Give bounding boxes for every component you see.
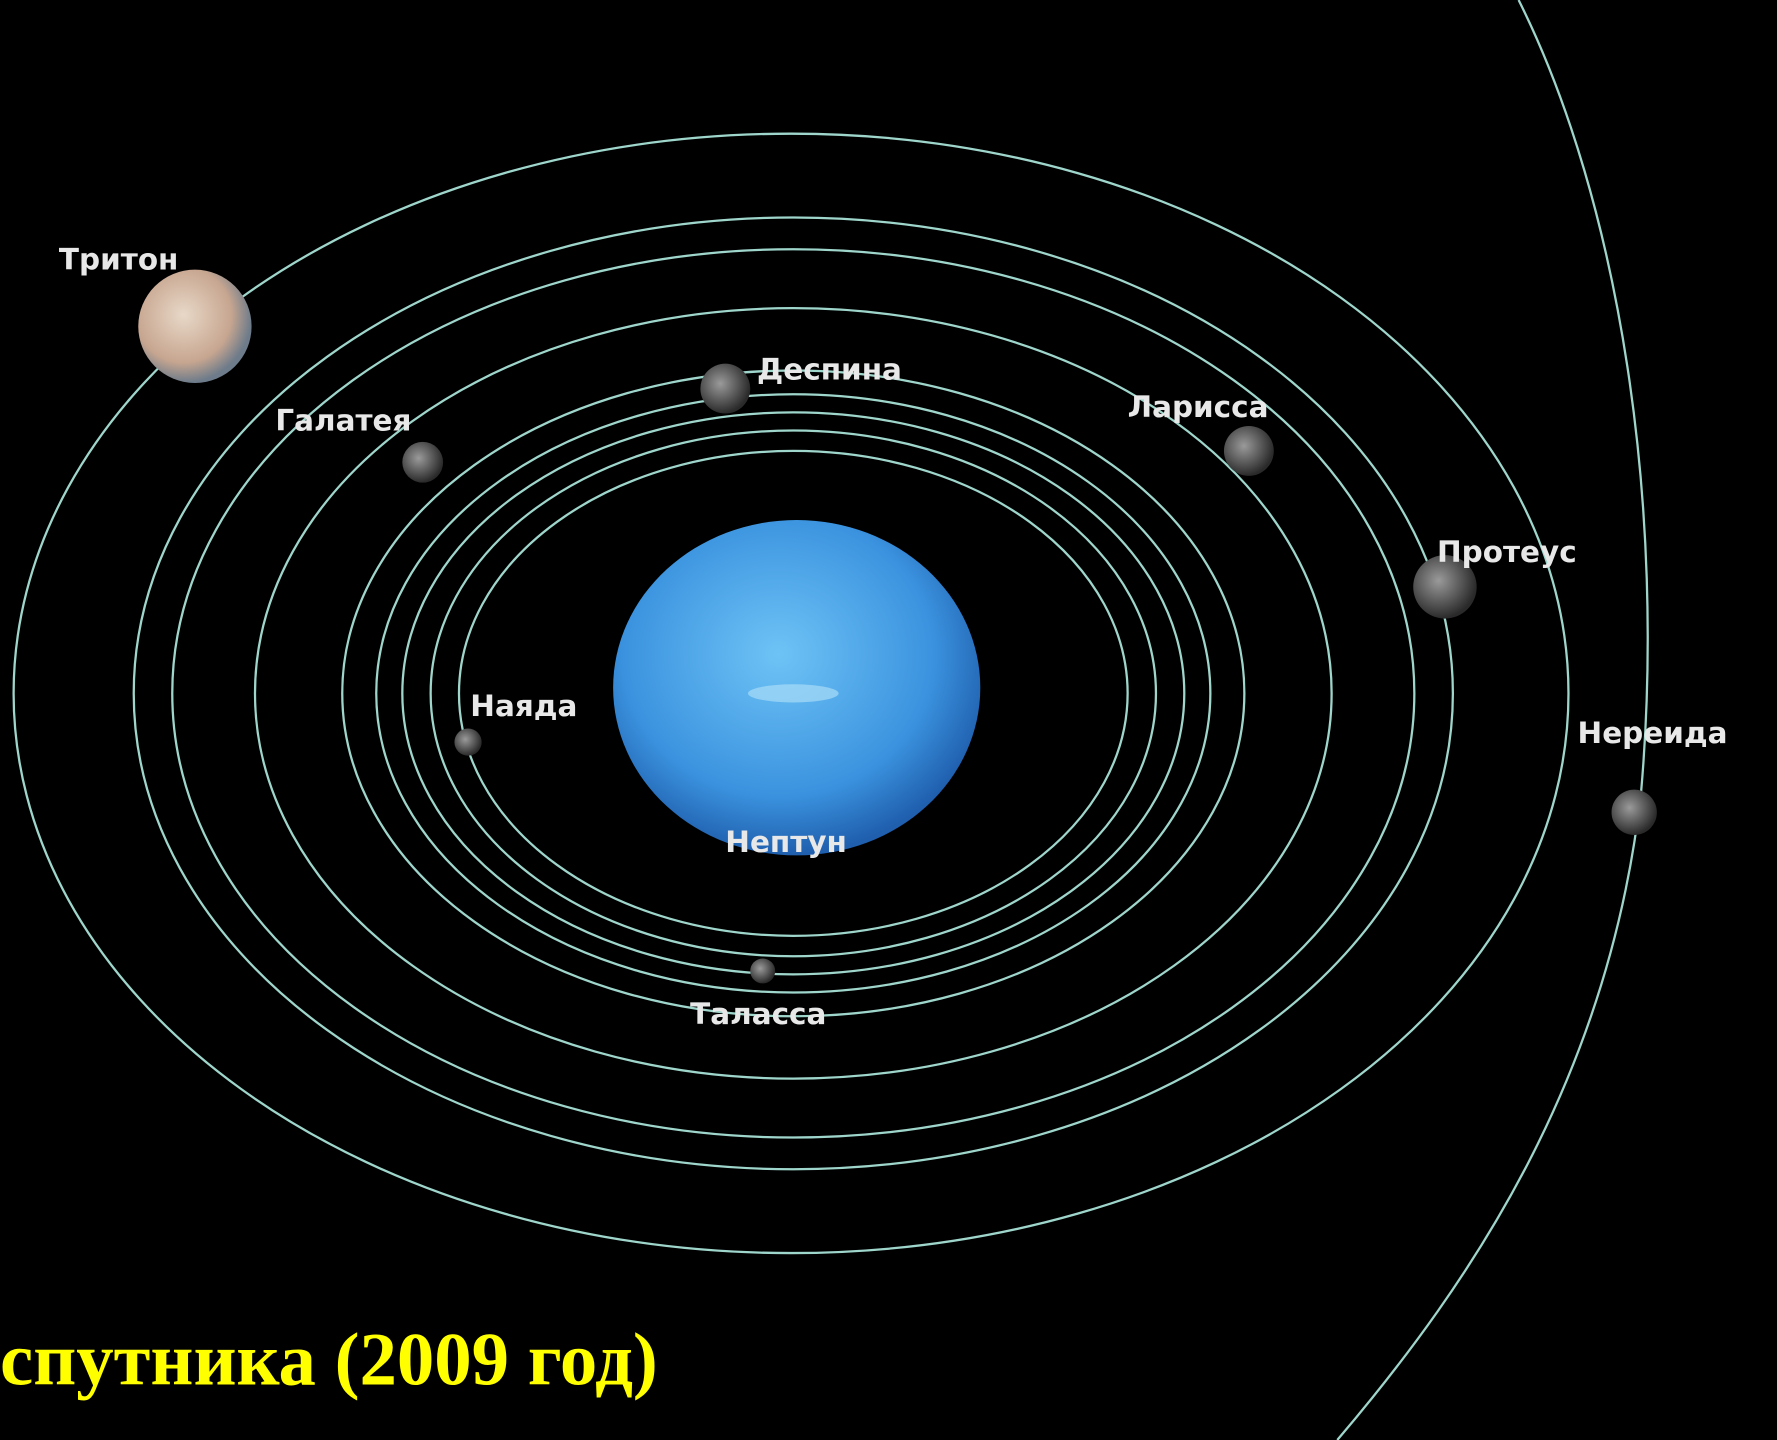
despina (700, 364, 750, 414)
moon-label: Протеус (1437, 535, 1577, 569)
moon-label: Наяда (470, 689, 577, 723)
larissa (1224, 426, 1274, 476)
neptune-moons-diagram: Тритон Деспина Галатея Ларисса Протеус Н… (0, 0, 1777, 1440)
thalassa (750, 958, 775, 983)
nereid (1612, 790, 1657, 835)
triton (138, 270, 251, 383)
moon-label: Тритон (59, 243, 178, 277)
galatea (402, 442, 443, 483)
moon-label: Ларисса (1128, 390, 1269, 424)
moon-label: Таласса (690, 997, 826, 1031)
planet-label: Нептун (725, 825, 847, 859)
caption: спутника (2009 год) (0, 1318, 658, 1401)
naiad (454, 728, 481, 755)
moon-label: Галатея (275, 404, 411, 438)
moon-label: Нереида (1578, 716, 1728, 750)
moon-label: Деспина (757, 353, 902, 387)
neptune-spot (748, 684, 839, 702)
